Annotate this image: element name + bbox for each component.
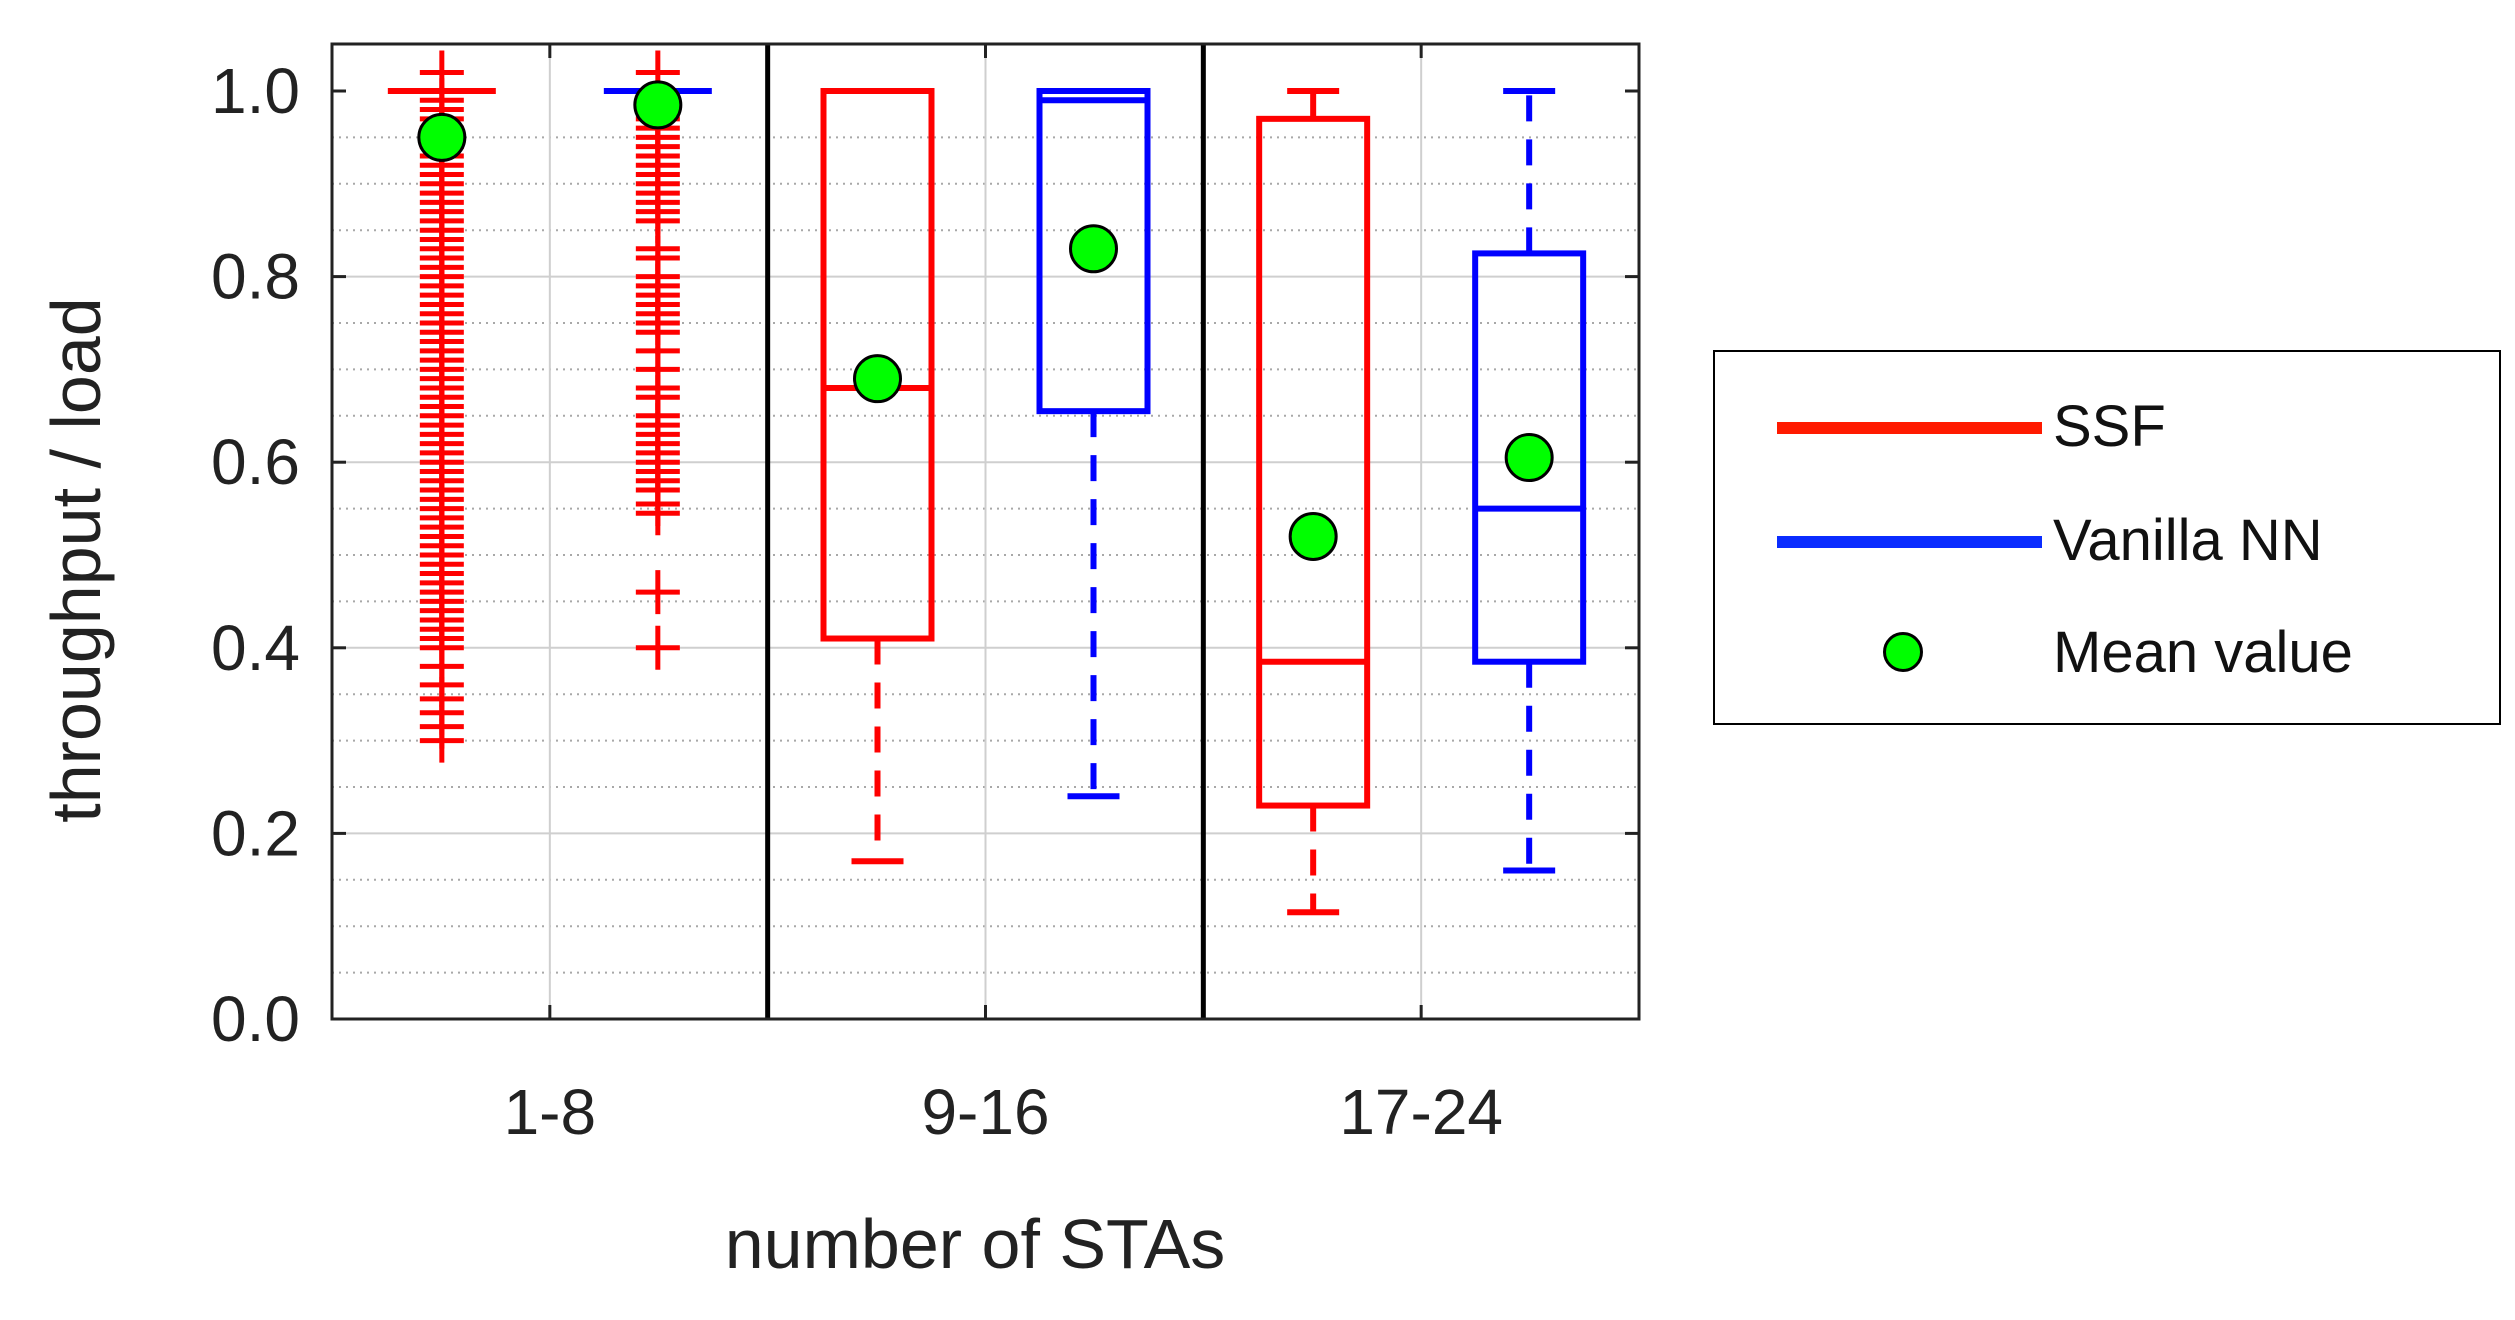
legend-line-ssf — [1777, 422, 2042, 434]
legend-label-vanilla-nn: Vanilla NN — [2053, 508, 2323, 573]
mean-point-ssf-17-24 — [1288, 511, 1338, 561]
y-tick-label: 0.0 — [211, 983, 300, 1055]
x-tick-label: 17-24 — [1339, 1076, 1503, 1148]
legend-item-vanilla-nn: Vanilla NN — [1715, 502, 2499, 582]
legend-label-ssf: SSF — [2053, 394, 2166, 459]
x-tick-label: 1-8 — [504, 1076, 597, 1148]
outlier-marker — [635, 625, 680, 670]
y-axis-label: throughput / load — [37, 297, 115, 822]
box-ssf-17-24 — [1256, 88, 1371, 916]
legend-item-mean: Mean value — [1715, 614, 2499, 694]
outlier-marker — [419, 718, 464, 763]
box-vanilla-nn-17-24 — [1472, 88, 1587, 874]
legend: SSF Vanilla NN Mean value — [1713, 350, 2501, 725]
mean-point-vanilla-nn-1-8 — [633, 80, 683, 130]
box-vanilla-nn-9-16 — [1036, 88, 1151, 800]
legend-label-mean: Mean value — [2053, 620, 2353, 685]
x-tick-label: 9-16 — [921, 1076, 1049, 1148]
outlier-marker — [635, 570, 680, 615]
outlier-marker — [635, 491, 680, 536]
mean-layer — [417, 80, 1554, 561]
y-tick-label: 0.2 — [211, 797, 300, 869]
grid-layer — [332, 44, 1639, 1019]
box-iqr — [1256, 115, 1371, 809]
legend-marker-mean — [1883, 632, 1923, 672]
y-tick-label: 0.8 — [211, 241, 300, 313]
box-ssf-9-16 — [820, 88, 935, 865]
x-axis-label: number of STAs — [725, 1205, 1226, 1283]
legend-line-vanilla-nn — [1777, 536, 2042, 548]
y-tick-label: 1.0 — [211, 55, 300, 127]
group-separators — [765, 44, 1206, 1019]
y-tick-label: 0.6 — [211, 426, 300, 498]
box-iqr — [820, 88, 935, 642]
mean-point-vanilla-nn-17-24 — [1504, 433, 1554, 483]
legend-item-ssf: SSF — [1715, 388, 2499, 468]
mean-point-ssf-1-8 — [417, 112, 467, 162]
mean-point-ssf-9-16 — [853, 354, 902, 404]
box-iqr — [1472, 250, 1587, 665]
tick-layer: 0.0 0.2 0.4 0.6 0.8 1.0 1-8 9-16 17-24 — [211, 44, 1639, 1148]
box-vanilla-nn-1-8 — [603, 50, 712, 670]
y-tick-label: 0.4 — [211, 612, 300, 684]
box-iqr — [1036, 88, 1151, 415]
mean-point-vanilla-nn-9-16 — [1069, 224, 1118, 274]
